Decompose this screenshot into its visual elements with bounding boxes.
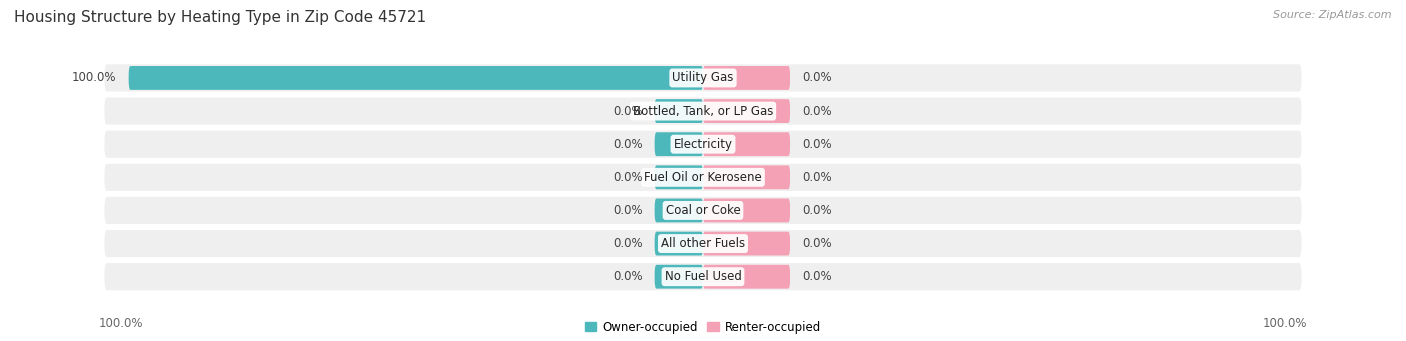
Text: 0.0%: 0.0% [613,171,643,184]
FancyBboxPatch shape [104,64,1302,91]
Text: 0.0%: 0.0% [803,270,832,283]
Legend: Owner-occupied, Renter-occupied: Owner-occupied, Renter-occupied [579,316,827,338]
Text: Source: ZipAtlas.com: Source: ZipAtlas.com [1274,10,1392,20]
FancyBboxPatch shape [703,99,790,123]
Text: Bottled, Tank, or LP Gas: Bottled, Tank, or LP Gas [633,105,773,118]
FancyBboxPatch shape [655,198,703,222]
Text: Coal or Coke: Coal or Coke [665,204,741,217]
Text: 0.0%: 0.0% [803,171,832,184]
FancyBboxPatch shape [703,132,790,156]
FancyBboxPatch shape [104,263,1302,290]
Text: 0.0%: 0.0% [803,237,832,250]
Text: 0.0%: 0.0% [803,138,832,151]
Text: 0.0%: 0.0% [613,237,643,250]
FancyBboxPatch shape [655,232,703,255]
FancyBboxPatch shape [703,265,790,288]
FancyBboxPatch shape [104,131,1302,158]
FancyBboxPatch shape [703,232,790,255]
Text: 100.0%: 100.0% [72,72,117,85]
FancyBboxPatch shape [104,197,1302,224]
Text: 0.0%: 0.0% [803,204,832,217]
Text: 0.0%: 0.0% [803,105,832,118]
FancyBboxPatch shape [104,98,1302,125]
FancyBboxPatch shape [655,99,703,123]
Text: 100.0%: 100.0% [98,317,143,330]
FancyBboxPatch shape [703,66,790,90]
Text: 0.0%: 0.0% [613,204,643,217]
FancyBboxPatch shape [104,230,1302,257]
Text: 0.0%: 0.0% [803,72,832,85]
Text: Utility Gas: Utility Gas [672,72,734,85]
Text: Fuel Oil or Kerosene: Fuel Oil or Kerosene [644,171,762,184]
Text: 100.0%: 100.0% [1263,317,1308,330]
Text: All other Fuels: All other Fuels [661,237,745,250]
Text: No Fuel Used: No Fuel Used [665,270,741,283]
FancyBboxPatch shape [703,165,790,189]
FancyBboxPatch shape [104,164,1302,191]
FancyBboxPatch shape [703,198,790,222]
Text: Housing Structure by Heating Type in Zip Code 45721: Housing Structure by Heating Type in Zip… [14,10,426,25]
FancyBboxPatch shape [655,265,703,288]
FancyBboxPatch shape [655,165,703,189]
FancyBboxPatch shape [129,66,703,90]
Text: Electricity: Electricity [673,138,733,151]
Text: 0.0%: 0.0% [613,270,643,283]
Text: 0.0%: 0.0% [613,105,643,118]
Text: 0.0%: 0.0% [613,138,643,151]
FancyBboxPatch shape [655,132,703,156]
